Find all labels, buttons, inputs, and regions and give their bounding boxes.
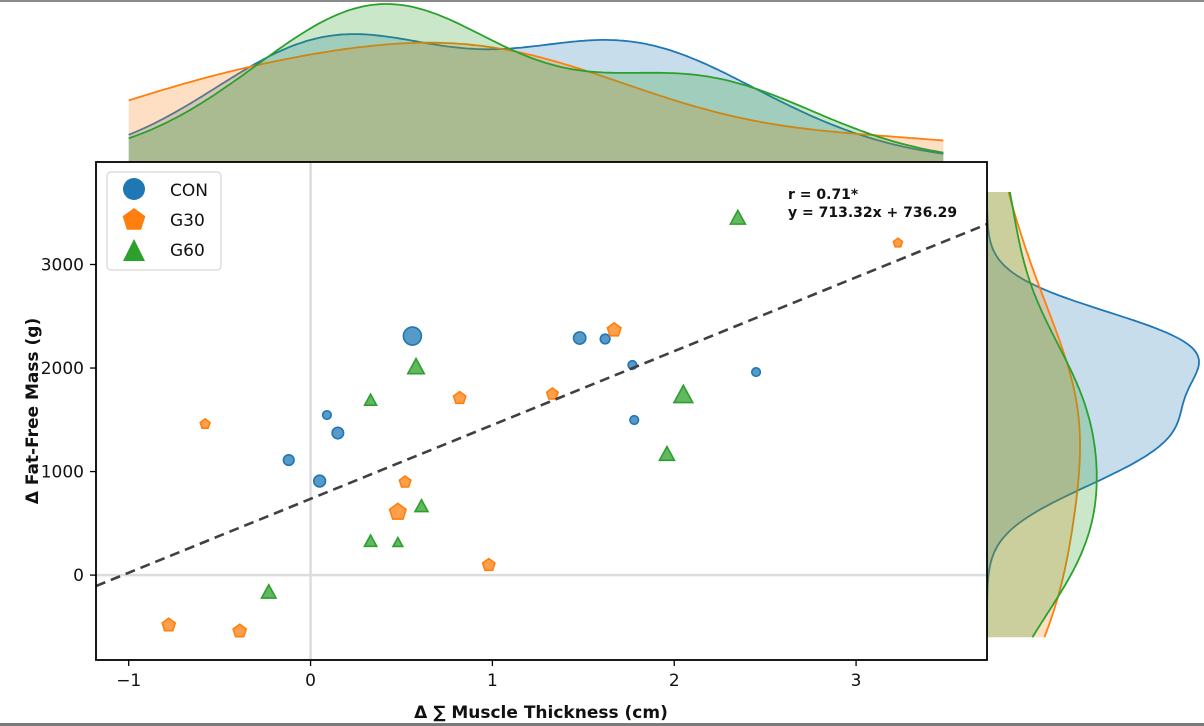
g60-point <box>363 392 378 406</box>
y-axis-ticks: 0 1000 2000 3000 <box>41 255 96 586</box>
con-point <box>599 333 611 345</box>
g30-point <box>452 390 467 405</box>
g60-point <box>729 208 747 225</box>
legend: CON G30 G60 <box>106 171 222 271</box>
g30-point <box>892 237 904 248</box>
g30-y-kde-fill <box>987 192 1080 638</box>
con-point <box>402 326 423 346</box>
y-tick-label: 3000 <box>41 255 84 275</box>
g60-point <box>260 583 278 599</box>
legend-label-g30: G30 <box>170 211 205 231</box>
y-tick-label: 2000 <box>41 359 84 379</box>
con-point <box>312 474 327 488</box>
con-point <box>321 409 333 421</box>
legend-marker-triangle-icon <box>123 239 145 261</box>
legend-marker-pentagon-icon <box>122 208 146 230</box>
x-tick-label: −1 <box>116 671 141 691</box>
plot-background <box>96 162 987 660</box>
x-tick-label: 3 <box>851 671 862 691</box>
y-tick-label: 0 <box>73 566 84 586</box>
g60-y-kde-fill <box>987 192 1097 638</box>
correlation-annotation: r = 0.71* <box>788 187 859 203</box>
con-point <box>331 426 345 440</box>
legend-label-g60: G60 <box>170 241 205 261</box>
con-y-kde-fill <box>987 192 1199 638</box>
g60-x-kde-line <box>128 3 944 154</box>
regression-line <box>95 222 988 588</box>
g60-point <box>406 356 426 375</box>
g30-point <box>606 321 622 337</box>
x-tick-label: 1 <box>487 671 498 691</box>
legend-label-con: CON <box>170 181 208 201</box>
g60-point <box>658 444 676 462</box>
g30-point <box>398 475 412 488</box>
con-y-kde-line <box>986 192 1200 638</box>
g30-point <box>161 617 177 632</box>
top-marginal-kde <box>128 3 944 163</box>
legend-marker-circle-icon <box>123 178 145 200</box>
g30-point <box>481 557 496 572</box>
window-bottom-border <box>0 723 1204 726</box>
x-axis-ticks: −1 0 1 2 3 <box>116 660 861 691</box>
x-tick-label: 0 <box>305 671 316 691</box>
g60-x-kde-fill <box>128 4 944 162</box>
con-point <box>282 453 295 467</box>
y-axis-label: Δ Fat-Free Mass (g) <box>23 318 43 505</box>
con-point <box>750 366 762 378</box>
x-tick-label: 2 <box>669 671 680 691</box>
window-top-border <box>0 0 1204 2</box>
scatter-plot-area <box>95 161 988 661</box>
scatter-markers <box>161 208 904 638</box>
con-x-kde-fill <box>128 34 944 162</box>
g60-point <box>413 497 430 513</box>
x-axis-label: Δ ∑ Muscle Thickness (cm) <box>414 703 668 723</box>
g60-point <box>391 535 405 548</box>
plot-frame <box>95 161 988 661</box>
g30-point <box>232 623 248 638</box>
g30-point <box>199 417 211 430</box>
g30-x-kde-line <box>128 41 944 142</box>
y-tick-label: 1000 <box>41 463 84 483</box>
right-marginal-kde <box>986 191 1200 638</box>
g30-x-kde-fill <box>128 42 944 163</box>
con-point <box>572 331 587 345</box>
con-point <box>629 414 640 426</box>
g30-point <box>388 502 408 520</box>
regression-equation-annotation: y = 713.32x + 736.29 <box>788 205 957 221</box>
g30-point <box>545 387 560 400</box>
g60-y-kde-line <box>1009 191 1098 638</box>
g30-y-kde-line <box>1007 191 1081 638</box>
g60-point <box>363 533 379 548</box>
g60-point <box>672 383 695 404</box>
